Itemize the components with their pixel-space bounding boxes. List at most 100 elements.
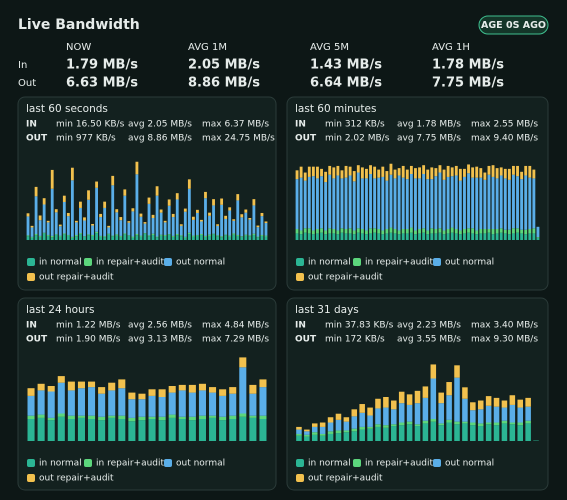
bar-segment (462, 421, 468, 424)
bar-segment (528, 233, 532, 240)
bar-segment (107, 234, 111, 240)
legend-swatch (433, 459, 441, 467)
bar-segment (54, 209, 58, 213)
bar-segment (343, 421, 350, 431)
bar-segment (99, 213, 103, 218)
bar-segment (406, 424, 413, 441)
bar-segment (151, 234, 155, 240)
bar-segment (260, 212, 264, 217)
bar-segment (175, 235, 179, 240)
bar-segment (438, 423, 444, 426)
bar-segment (528, 229, 532, 234)
bar-segment (57, 382, 65, 414)
bar-segment (516, 228, 519, 233)
bar-segment (88, 387, 96, 416)
stats-avg: avg 2.05 MB/s (128, 120, 192, 130)
bar-segment (139, 213, 143, 217)
bar-segment (359, 404, 365, 413)
bar-segment (212, 199, 215, 206)
legend-swatch (296, 258, 304, 266)
bar-segment (335, 433, 342, 441)
bar-segment (151, 214, 155, 218)
bar-segment (99, 235, 103, 237)
bar-segment (37, 390, 45, 415)
bar-segment (88, 381, 96, 388)
bar-segment (327, 433, 334, 441)
bar-segment (252, 205, 256, 234)
bar-segment (98, 416, 106, 421)
bar-segment (115, 234, 119, 236)
bar-segment (111, 175, 115, 186)
bar-segment (501, 400, 508, 408)
bar-segment (479, 168, 483, 178)
bar-segment (303, 172, 307, 181)
bar-segment (454, 229, 458, 234)
bar-segment (512, 228, 515, 234)
bar-segment (316, 229, 319, 234)
bar-segment (128, 417, 136, 422)
bar-segment (311, 426, 318, 433)
bar-segment (442, 169, 446, 180)
stats-min: min 172 KB/s (325, 335, 385, 345)
bar-segment (485, 405, 492, 423)
bar-segment (454, 233, 458, 240)
bar-segment (139, 216, 143, 236)
bar-segment (536, 237, 540, 238)
bar-segment (158, 389, 166, 397)
bar-segment (123, 234, 127, 240)
bar-segment (422, 228, 426, 233)
bar-segment (70, 167, 74, 181)
bar-segment (454, 165, 458, 176)
legend-swatch (27, 273, 35, 281)
bar-segment (340, 228, 344, 233)
bar-segment (103, 236, 107, 238)
bar-segment (259, 387, 267, 416)
bar-segment (401, 177, 405, 229)
bar-segment (320, 176, 323, 229)
stats-label: IN (26, 321, 37, 331)
bar-segment (75, 234, 78, 237)
bar-segment (159, 209, 163, 213)
bar-segment (458, 230, 462, 235)
bar-segment (191, 216, 195, 220)
bar-segment (175, 193, 179, 200)
bar-segment (381, 176, 385, 231)
bar-segment (414, 424, 421, 427)
bar-segment (107, 225, 111, 228)
badge (478, 15, 549, 35)
bar-segment (34, 234, 38, 236)
bar-segment (398, 422, 405, 426)
bar-segment (229, 415, 237, 419)
bar-segment (158, 420, 166, 441)
bar-segment (406, 394, 413, 405)
bar-segment (512, 233, 515, 240)
legend-swatch (164, 459, 172, 467)
bar-segment (487, 174, 491, 229)
bar-segment (311, 166, 315, 177)
bar-segment (344, 229, 348, 234)
bar-segment (259, 419, 267, 441)
bar-segment (196, 209, 199, 213)
bar-segment (138, 399, 146, 417)
bar-segment (446, 422, 452, 441)
bar-segment (178, 419, 186, 441)
bar-segment (27, 419, 35, 441)
bar-segment (58, 226, 62, 236)
bar-segment (252, 233, 256, 235)
bar-segment (369, 233, 372, 240)
stats-min: min 977 KB/s (56, 134, 116, 144)
bar-segment (66, 235, 70, 240)
bar-segment (360, 229, 364, 234)
bar-segment (462, 423, 468, 441)
bar-segment (383, 425, 389, 428)
bar-segment (57, 413, 65, 417)
bar-segment (391, 409, 397, 425)
bar-segment (503, 233, 507, 240)
bar-segment (477, 423, 484, 427)
bar-segment (232, 234, 236, 240)
summary-value: 7.75 MB/s (432, 76, 504, 91)
bar-segment (528, 177, 532, 229)
bar-segment (175, 234, 179, 236)
bar-segment (520, 179, 524, 230)
bar-segment (183, 237, 187, 240)
